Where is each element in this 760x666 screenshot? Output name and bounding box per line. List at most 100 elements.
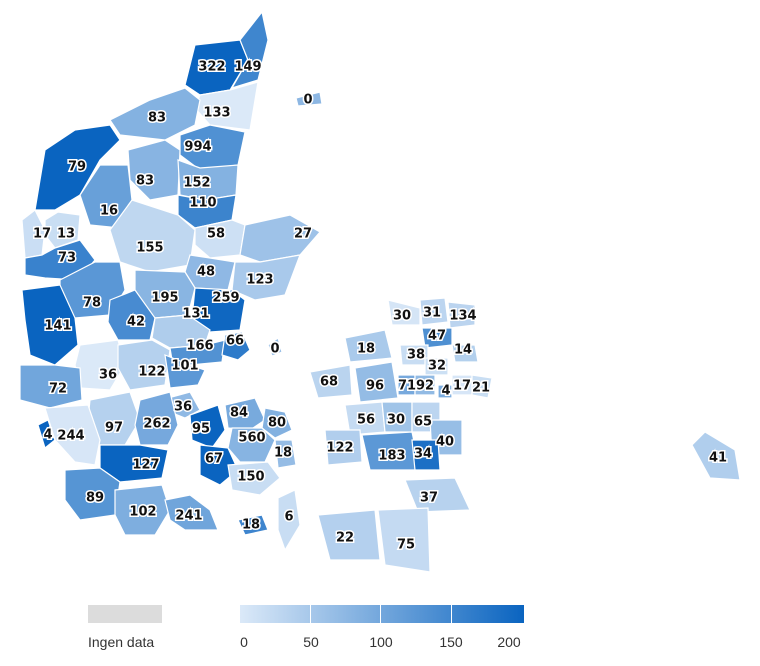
region-150[interactable] [227,461,281,496]
region-4[interactable] [437,384,453,399]
region-83-north[interactable] [109,87,201,141]
region-value-label: 14 [454,343,472,358]
region-value-label: 322 [198,60,225,75]
region-18-sjaelland[interactable] [344,329,393,363]
region-value-label: 166 [186,339,213,354]
region-83[interactable] [127,139,181,201]
region-75[interactable] [377,507,431,573]
region-value-label: 30 [393,309,411,324]
region-80[interactable] [261,407,293,439]
region-value-label: 31 [423,306,441,321]
region-122-sjaelland[interactable] [324,429,363,466]
region-31[interactable] [419,297,449,326]
legend-no-data-swatch [88,605,162,623]
region-149[interactable] [230,10,269,90]
region-value-label: 18 [274,446,292,461]
region-95[interactable] [189,404,226,449]
region-value-label: 560 [238,431,265,446]
region-122-jylland[interactable] [117,339,171,391]
region-value-label: 4 [441,384,450,399]
region-21[interactable] [471,374,493,399]
region-84[interactable] [224,397,266,431]
region-134[interactable] [447,301,476,329]
region-0-laeso[interactable] [295,91,323,107]
map-regions [19,10,741,573]
region-value-label: 6 [284,510,293,525]
region-96[interactable] [354,361,399,403]
region-37[interactable] [404,477,471,513]
legend-no-data-label: Ingen data [88,634,155,650]
region-value-label: 0 [270,342,279,357]
region-value-label: 101 [171,359,198,374]
region-14[interactable] [451,344,479,363]
region-30-north[interactable] [387,299,421,326]
region-value-label: 244 [57,429,84,444]
region-value-label: 16 [100,204,118,219]
region-value-label: 68 [320,375,338,390]
region-value-label: 41 [709,451,727,466]
region-34[interactable] [411,439,441,471]
region-value-label: 80 [268,416,286,431]
region-6[interactable] [277,489,301,552]
region-18-aero[interactable] [237,514,269,536]
region-101[interactable] [164,354,206,389]
region-value-label: 17 [453,379,471,394]
region-102[interactable] [114,484,171,536]
region-73[interactable] [24,239,96,281]
region-value-label: 127 [132,458,159,473]
legend-tick-divider [380,605,381,623]
region-17[interactable] [21,209,46,259]
region-value-label: 95 [192,422,210,437]
legend-color-scale [240,605,524,623]
region-244[interactable] [44,404,101,466]
region-92[interactable] [414,374,436,396]
region-value-label: 36 [99,368,117,383]
region-72[interactable] [19,364,83,409]
region-41[interactable] [691,431,741,481]
region-value-label: 42 [127,315,145,330]
legend-tick-divider [451,605,452,623]
region-value-label: 48 [197,265,215,280]
region-0-samso[interactable] [267,337,283,357]
region-value-label: 102 [129,505,156,520]
legend-tick-label: 150 [439,634,463,650]
legend-tick-divider [310,605,311,623]
region-141[interactable] [21,284,79,366]
region-36-west[interactable] [74,339,126,391]
region-68[interactable] [309,364,353,399]
region-22[interactable] [317,509,381,561]
region-67[interactable] [199,444,239,486]
region-value-label: 123 [246,273,273,288]
region-value-label: 47 [428,329,446,344]
region-value-label: 89 [86,491,104,506]
region-value-label: 18 [357,342,375,357]
legend-tick-label: 200 [497,634,521,650]
region-value-label: 141 [44,319,71,334]
region-79[interactable] [34,124,121,211]
region-value-label: 72 [49,382,67,397]
region-value-label: 83 [136,174,154,189]
region-value-label: 259 [212,291,239,306]
region-18-fyn-east[interactable] [274,439,297,469]
region-value-label: 21 [472,381,490,396]
region-value-label: 134 [449,309,476,324]
region-13[interactable] [44,211,81,249]
region-value-label: 30 [387,413,405,428]
region-value-label: 110 [189,196,216,211]
region-value-label: 34 [414,447,432,462]
region-value-label: 75 [397,538,415,553]
region-value-label: 73 [58,251,76,266]
region-value-label: 40 [436,435,454,450]
region-value-label: 994 [184,140,211,155]
region-value-label: 13 [57,227,75,242]
region-66[interactable] [221,331,251,361]
region-241[interactable] [164,494,219,531]
region-value-label: 22 [336,531,354,546]
region-value-label: 18 [242,518,260,533]
region-value-label: 78 [83,296,101,311]
region-value-label: 36 [174,400,192,415]
region-value-label: 133 [203,106,230,121]
region-262[interactable] [134,391,179,446]
region-32[interactable] [424,357,449,376]
region-155[interactable] [109,199,196,273]
